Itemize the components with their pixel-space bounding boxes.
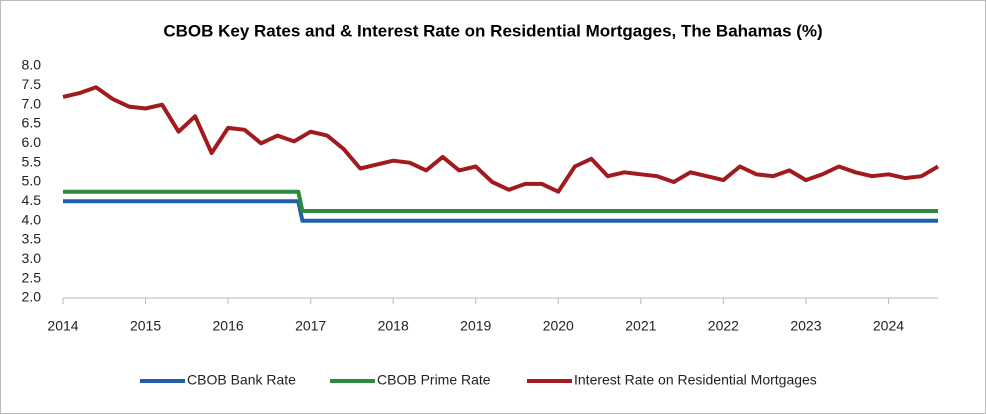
x-tick-label: 2023 bbox=[790, 318, 821, 334]
x-tick-label: 2017 bbox=[295, 318, 326, 334]
y-tick-label: 7.0 bbox=[22, 95, 42, 111]
x-tick-label: 2015 bbox=[130, 318, 161, 334]
y-tick-label: 6.0 bbox=[22, 134, 42, 150]
x-tick-label: 2024 bbox=[873, 318, 904, 334]
y-tick-label: 7.5 bbox=[22, 76, 42, 92]
y-tick-label: 5.0 bbox=[22, 173, 42, 189]
x-tick-label: 2019 bbox=[460, 318, 491, 334]
legend-label: CBOB Prime Rate bbox=[377, 372, 491, 388]
y-tick-label: 2.0 bbox=[22, 289, 42, 305]
y-tick-label: 3.5 bbox=[22, 231, 42, 247]
y-tick-label: 4.5 bbox=[22, 192, 42, 208]
x-tick-label: 2018 bbox=[378, 318, 409, 334]
x-tick-label: 2020 bbox=[543, 318, 574, 334]
x-tick-label: 2016 bbox=[213, 318, 244, 334]
y-tick-label: 5.5 bbox=[22, 153, 42, 169]
x-tick-label: 2021 bbox=[625, 318, 656, 334]
series-line bbox=[63, 189, 938, 213]
y-tick-label: 4.0 bbox=[22, 211, 42, 227]
legend-label: Interest Rate on Residential Mortgages bbox=[574, 372, 817, 388]
y-tick-label: 3.0 bbox=[22, 250, 42, 266]
y-tick-label: 6.5 bbox=[22, 115, 42, 131]
y-tick-label: 8.0 bbox=[22, 57, 42, 73]
x-tick-label: 2014 bbox=[47, 318, 78, 334]
legend-label: CBOB Bank Rate bbox=[187, 372, 296, 388]
y-tick-label: 2.5 bbox=[22, 269, 42, 285]
x-tick-label: 2022 bbox=[708, 318, 739, 334]
series-line bbox=[63, 199, 938, 223]
series-line bbox=[62, 85, 940, 194]
chart-title: CBOB Key Rates and & Interest Rate on Re… bbox=[163, 21, 822, 40]
